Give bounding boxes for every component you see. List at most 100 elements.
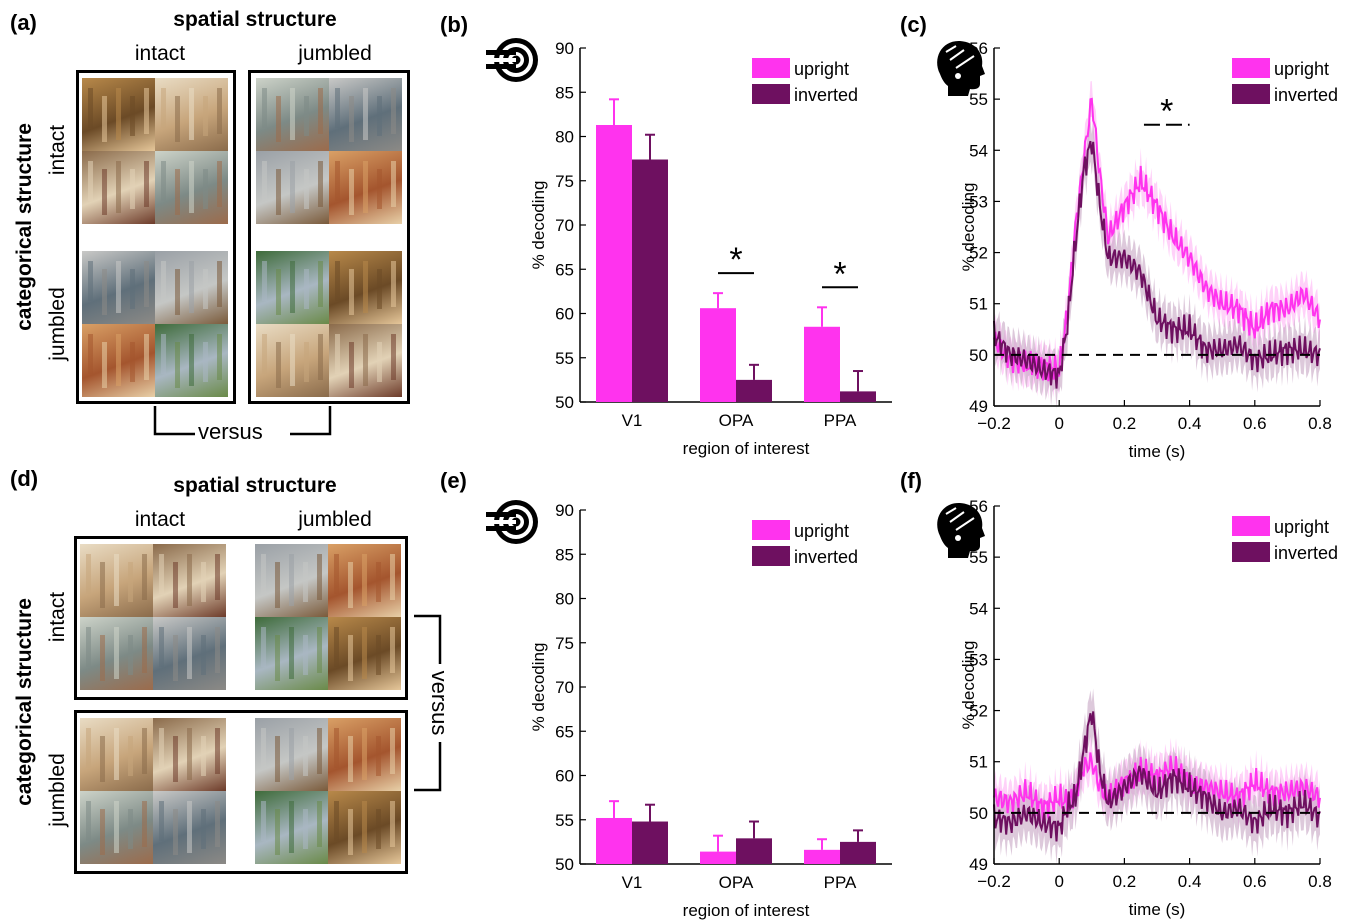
- scene-image: [82, 251, 155, 324]
- x-tick-label: 0.2: [1113, 414, 1137, 433]
- bar-upright-V1: [596, 817, 632, 864]
- y-tick-label: 80: [555, 128, 574, 147]
- x-axis-label: region of interest: [683, 439, 810, 458]
- scene-image: [80, 617, 153, 690]
- x-tick-label: V1: [622, 873, 643, 892]
- scene-image: [329, 251, 402, 324]
- scene-image: [155, 151, 228, 224]
- legend-label-inverted: inverted: [1274, 543, 1338, 563]
- scene-image: [329, 324, 402, 397]
- eeg-head-icon-f: [937, 502, 985, 558]
- y-axis-label: % decoding: [529, 643, 548, 732]
- legend-label-upright: upright: [794, 521, 849, 541]
- y-tick-label: 55: [969, 548, 988, 567]
- eeg-head-icon: [937, 40, 985, 96]
- scene-image: [82, 151, 155, 224]
- jumbled-spatial-frame: [248, 70, 410, 404]
- bar-upright-PPA: [804, 849, 840, 864]
- y-tick-label: 65: [555, 260, 574, 279]
- y-tick-label: 55: [555, 349, 574, 368]
- y-tick-label: 75: [555, 634, 574, 653]
- x-tick-label: 0.6: [1243, 414, 1267, 433]
- y-tick-label: 85: [555, 83, 574, 102]
- y-tick-label: 80: [555, 590, 574, 609]
- column-header-intact-d: intact: [134, 508, 186, 531]
- y-tick-label: 55: [555, 811, 574, 830]
- legend-swatch-upright: [1232, 58, 1270, 78]
- x-tick-label: 0: [1054, 872, 1063, 891]
- bar-inverted-V1: [632, 821, 668, 864]
- x-tick-label: 0.6: [1243, 872, 1267, 891]
- categorical-structure-title: categorical structure: [13, 123, 36, 331]
- y-tick-label: 50: [555, 855, 574, 874]
- y-tick-label: 54: [969, 141, 988, 160]
- significance-star: *: [833, 255, 846, 293]
- y-tick-label: 50: [969, 804, 988, 823]
- row-header-intact: intact: [46, 124, 69, 176]
- y-tick-label: 50: [969, 346, 988, 365]
- column-header-jumbled-d: jumbled: [298, 508, 372, 531]
- y-tick-label: 56: [969, 497, 988, 516]
- y-tick-label: 51: [969, 295, 988, 314]
- x-axis-label: time (s): [1129, 900, 1186, 919]
- sem-band-inverted: [994, 120, 1320, 409]
- legend-swatch-upright: [752, 58, 790, 78]
- x-tick-label: OPA: [719, 411, 754, 430]
- x-tick-label: OPA: [719, 873, 754, 892]
- legend-swatch-inverted: [752, 546, 790, 566]
- scene-image: [155, 78, 228, 151]
- y-axis-label: % decoding: [529, 181, 548, 270]
- row-header-jumbled: jumbled: [46, 287, 69, 361]
- scene-image: [256, 324, 329, 397]
- y-tick-label: 49: [969, 855, 988, 874]
- scene-image: [255, 791, 328, 864]
- line-upright: [993, 97, 1321, 382]
- y-tick-label: 52: [969, 702, 988, 721]
- scene-image: [256, 78, 329, 151]
- bar-upright-OPA: [700, 308, 736, 402]
- scene-image: [255, 544, 328, 617]
- panel-label-b: (b): [440, 12, 469, 37]
- scene-image: [82, 324, 155, 397]
- scene-image: [328, 544, 401, 617]
- scene-image: [328, 718, 401, 791]
- scene-image: [80, 544, 153, 617]
- bar-upright-PPA: [804, 326, 840, 402]
- y-axis-label: % decoding: [959, 183, 978, 272]
- legend-label-upright: upright: [794, 59, 849, 79]
- scene-image: [329, 78, 402, 151]
- legend-label-inverted: inverted: [794, 547, 858, 567]
- scene-image: [153, 544, 226, 617]
- scene-image: [80, 718, 153, 791]
- categorical-structure-title-d: categorical structure: [13, 598, 36, 806]
- x-tick-label: 0.8: [1308, 872, 1332, 891]
- panel-label-e: (e): [440, 468, 467, 493]
- y-tick-label: 90: [555, 39, 574, 58]
- x-tick-label: 0.8: [1308, 414, 1332, 433]
- fmri-target-icon-e: [486, 500, 538, 544]
- x-tick-label: −0.2: [977, 872, 1011, 891]
- scene-image: [256, 251, 329, 324]
- bar-inverted-PPA: [840, 391, 876, 402]
- scene-image: [256, 151, 329, 224]
- x-tick-label: PPA: [824, 411, 857, 430]
- chart-b: 50 55 60 65 70 75 80 85 90 V1 OPA * PPA * region of in…: [529, 39, 892, 458]
- spatial-structure-title: spatial structure: [173, 8, 337, 31]
- y-tick-label: 60: [555, 767, 574, 786]
- row-header-intact-d: intact: [46, 591, 69, 643]
- y-tick-label: 85: [555, 545, 574, 564]
- line-inverted: [993, 140, 1321, 389]
- scene-image: [80, 791, 153, 864]
- x-tick-label: 0.4: [1178, 872, 1202, 891]
- y-tick-label: 53: [969, 192, 988, 211]
- x-tick-label: 0.2: [1113, 872, 1137, 891]
- intact-spatial-frame: [76, 70, 236, 404]
- y-tick-label: 65: [555, 722, 574, 741]
- y-axis-label: % decoding: [959, 641, 978, 730]
- scene-image: [153, 718, 226, 791]
- panel-label-f: (f): [900, 468, 922, 493]
- scene-image: [255, 617, 328, 690]
- chart-e: 50 55 60 65 70 75 80 85 90 V1 OPA PPA region of inte…: [529, 501, 892, 920]
- line-inverted: [993, 711, 1321, 842]
- legend-swatch-upright: [752, 520, 790, 540]
